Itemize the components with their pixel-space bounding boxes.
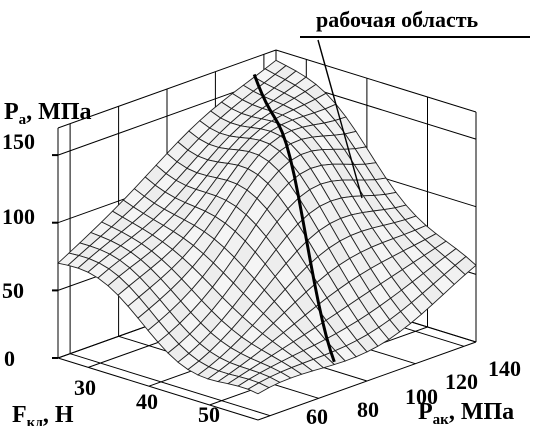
y-tick-label: 120: [445, 369, 478, 394]
work-region-line: [252, 73, 336, 363]
y-tick-label: 140: [488, 356, 521, 381]
x-tick-label: 50: [198, 402, 220, 426]
x-axis-label: Fкд, Н: [12, 402, 74, 426]
surface-mesh: [57, 59, 477, 395]
annotation-label: рабочая область: [316, 7, 479, 32]
grid-line: [69, 353, 271, 417]
z-axis-label: Pa, МПа: [4, 99, 92, 128]
y-tick-label: 80: [357, 397, 379, 422]
y-axis-label: Pак, МПа: [418, 399, 514, 426]
z-tick-label: 150: [2, 129, 35, 154]
z-tick-label: 100: [2, 204, 35, 229]
z-tick-label: 0: [4, 346, 15, 371]
annotation-leader: [317, 39, 363, 199]
grid-line: [57, 357, 259, 421]
work-region-curve: [252, 73, 336, 363]
x-tick-label: 30: [74, 375, 96, 400]
z-tick-label: 50: [2, 278, 24, 303]
y-tick-label: 100: [405, 384, 438, 409]
grid-line: [275, 49, 477, 113]
y-tick-label: 60: [306, 404, 328, 426]
surface-cell: [247, 382, 270, 395]
x-tick-label: 40: [136, 389, 158, 414]
